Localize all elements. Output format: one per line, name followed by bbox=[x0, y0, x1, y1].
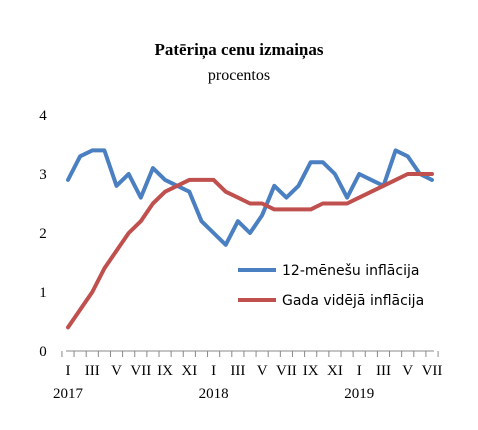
y-tick-label: 4 bbox=[39, 108, 47, 124]
x-tick-label: V bbox=[111, 363, 122, 379]
legend-label: 12-mēnešu inflācija bbox=[282, 263, 419, 279]
plot-area bbox=[66, 148, 434, 330]
x-tick-label: V bbox=[257, 363, 268, 379]
x-tick-label: VII bbox=[276, 363, 297, 379]
y-axis: 0 1 2 3 4 bbox=[39, 108, 47, 360]
x-year-label: 2018 bbox=[199, 386, 229, 402]
x-tick-label: IX bbox=[303, 363, 319, 379]
y-tick-label: 1 bbox=[39, 285, 47, 301]
legend: 12-mēnešu inflācija Gada vidējā inflācija bbox=[238, 263, 424, 309]
x-tick-label: I bbox=[357, 363, 362, 379]
x-tick-label: IX bbox=[157, 363, 173, 379]
y-tick-label: 0 bbox=[39, 344, 47, 360]
chart-title: Patēriņa cenu izmaiņas bbox=[154, 40, 323, 60]
x-year-label: 2017 bbox=[53, 386, 84, 402]
x-tick-label: VII bbox=[130, 363, 151, 379]
x-tick-label: I bbox=[211, 363, 216, 379]
x-tick-label: III bbox=[376, 363, 391, 379]
x-year-label: 2019 bbox=[344, 386, 374, 402]
x-tick-label: VII bbox=[422, 363, 443, 379]
x-tick-label: V bbox=[402, 363, 413, 379]
chart-subtitle: procentos bbox=[208, 67, 270, 84]
series-line bbox=[66, 148, 434, 247]
x-tick-label: I bbox=[66, 363, 71, 379]
series-line bbox=[66, 172, 434, 330]
y-tick-label: 2 bbox=[39, 226, 47, 242]
x-tick-label: XI bbox=[327, 363, 343, 379]
legend-label: Gada vidējā inflācija bbox=[282, 293, 424, 309]
x-tick-label: XI bbox=[181, 363, 197, 379]
x-tick-label: III bbox=[230, 363, 245, 379]
x-tick-label: III bbox=[85, 363, 100, 379]
y-tick-label: 3 bbox=[39, 167, 47, 183]
